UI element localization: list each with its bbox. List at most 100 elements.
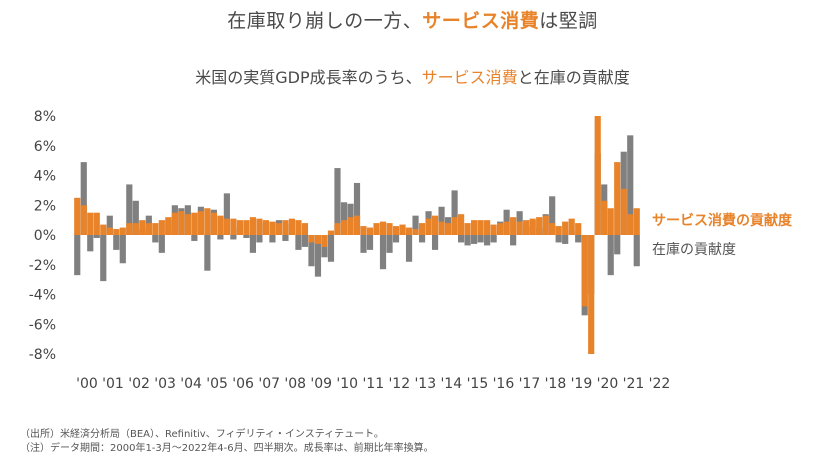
inventory-bar [256, 235, 263, 243]
x-tick-label: '10 [336, 376, 358, 392]
inventory-bar [74, 235, 81, 276]
x-tick-label: '06 [232, 376, 254, 392]
inventory-bar [464, 235, 471, 246]
services-bar [204, 208, 211, 235]
services-bar [197, 211, 204, 235]
inventory-bar [191, 235, 198, 241]
inventory-bar [295, 235, 302, 250]
x-tick-label: '08 [284, 376, 306, 392]
y-tick-label: -2% [29, 258, 56, 274]
x-tick-label: '20 [597, 376, 619, 392]
inventory-bar [379, 235, 387, 270]
y-tick-label: 2% [34, 198, 56, 214]
inventory-bar [126, 184, 133, 235]
services-bar [529, 218, 536, 235]
services-bar [353, 215, 361, 235]
inventory-bar [614, 235, 621, 255]
inventory-bar [132, 200, 139, 235]
x-tick-label: '01 [102, 376, 124, 392]
services-bar [379, 221, 387, 235]
services-bar [458, 214, 465, 235]
subtitle-highlight-services: サービス消費 [421, 68, 518, 87]
services-bar [575, 223, 582, 235]
x-tick-label: '17 [519, 376, 541, 392]
services-bar [334, 223, 341, 235]
inventory-bar [451, 190, 458, 236]
inventory-bar [458, 235, 465, 243]
services-bar [510, 217, 517, 235]
bar-chart: 8% 6% 4% 2% 0% -2% -4% -6% -8% '00'01'02'03'04'05… [29, 109, 793, 392]
inventory-bar [477, 235, 484, 243]
y-tick-label: -4% [29, 288, 56, 304]
inventory-bar [510, 235, 517, 246]
services-bar [119, 227, 126, 235]
services-bar [165, 217, 172, 235]
y-tick-label: -8% [29, 347, 56, 363]
services-bar [184, 214, 191, 235]
services-bar [139, 220, 146, 236]
services-bar [171, 212, 178, 235]
services-bar [405, 227, 413, 235]
services-bar [100, 224, 107, 235]
services-bar [471, 220, 478, 236]
inventory-bar [113, 235, 120, 250]
inventory-bar [484, 235, 491, 246]
subtitle-text-5: の貢献度 [565, 68, 630, 87]
services-bar [418, 223, 426, 235]
services-bar [438, 221, 445, 235]
inventory-bar [392, 235, 400, 243]
inventory-bar [386, 235, 393, 253]
subtitle-text-3: と [517, 68, 534, 87]
services-bar [223, 218, 230, 235]
services-bar [340, 220, 348, 236]
subtitle-text-1: 米国の実質GDP成長率のうち、 [195, 68, 422, 87]
inventory-bar [555, 235, 562, 243]
services-bar [431, 215, 439, 235]
y-tick-label: 4% [34, 169, 56, 185]
inventory-bar [314, 235, 322, 277]
legend-services: サービス消費の貢献度 [652, 212, 793, 229]
services-bar [601, 200, 608, 235]
x-tick-label: '00 [76, 376, 98, 392]
inventory-bar [366, 235, 374, 250]
x-tick-label: '07 [258, 376, 280, 392]
title-text-4: は堅調 [539, 10, 598, 32]
services-bar [152, 223, 159, 235]
services-bar [542, 215, 549, 235]
services-bar [516, 221, 523, 235]
y-tick-label: 8% [34, 109, 56, 125]
services-bar [633, 208, 640, 235]
services-bar [627, 214, 634, 235]
services-bar [444, 223, 452, 235]
title-highlight-services: サービス消費 [422, 10, 540, 32]
title-text-1: 在庫取り崩し [227, 10, 345, 32]
services-bar [425, 218, 432, 235]
services-bar [477, 220, 484, 236]
x-tick-label: '12 [388, 376, 410, 392]
services-bar [392, 226, 400, 235]
inventory-bar [301, 235, 309, 247]
inventory-bar [412, 215, 419, 235]
x-tick-label: '14 [440, 376, 462, 392]
services-bar [210, 212, 217, 235]
title-text-2: の一方、 [344, 10, 423, 32]
inventory-bar [204, 235, 211, 271]
x-tick-label: '03 [154, 376, 176, 392]
x-tick-label: '13 [414, 376, 436, 392]
inventory-bar [549, 196, 556, 235]
x-tick-label: '04 [180, 376, 202, 392]
services-bar [132, 223, 139, 235]
y-tick-label: 0% [34, 228, 56, 244]
inventory-bar [633, 235, 640, 267]
inventory-bar [80, 162, 87, 235]
inventory-bar [418, 235, 426, 243]
inventory-bar [431, 235, 439, 250]
inventory-bar [217, 235, 224, 240]
services-bar [568, 218, 575, 235]
services-bar [366, 227, 374, 235]
inventory-bar [158, 235, 165, 253]
y-tick-label: -6% [29, 317, 56, 333]
services-bar [301, 223, 309, 235]
chart-notes: （出所）米経済分析局（BEA）、Refinitiv、フィデリティ・インスティテュ… [20, 428, 434, 456]
x-tick-label: '16 [493, 376, 515, 392]
